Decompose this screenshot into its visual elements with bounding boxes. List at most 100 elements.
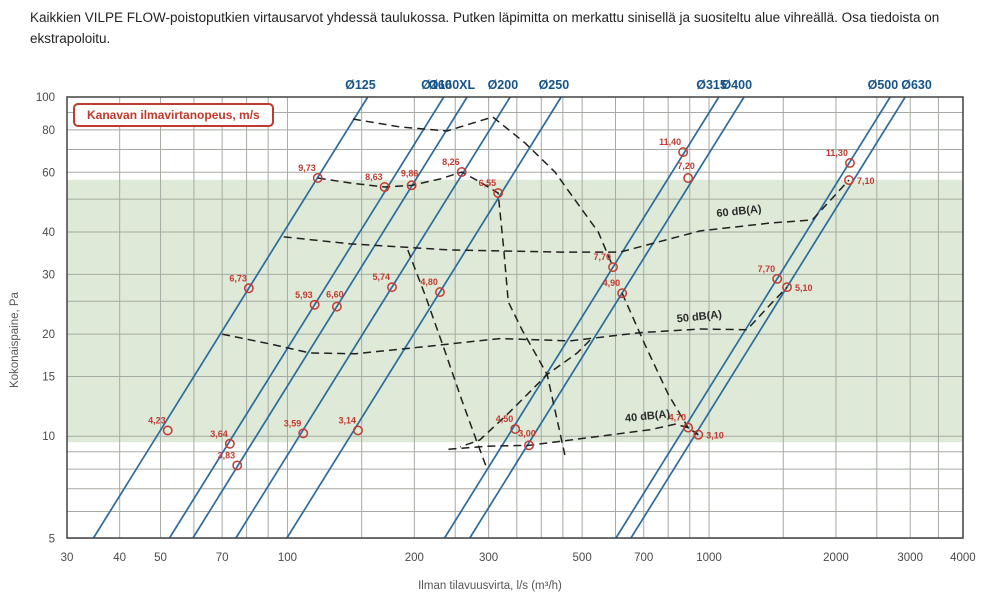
y-tick-label: 80: [42, 125, 55, 137]
x-tick-label: 40: [113, 552, 126, 564]
data-point-label: 3,10: [706, 431, 724, 441]
x-tick-label: 700: [634, 552, 653, 564]
y-tick-label: 30: [42, 269, 55, 281]
pipe-label-Ø400: Ø400: [721, 78, 752, 92]
pipe-label-Ø160XL: Ø160XL: [429, 78, 476, 92]
pipe-line-Ø250: [286, 96, 562, 539]
y-tick-label: 10: [42, 431, 55, 443]
x-tick-label: 2000: [823, 552, 849, 564]
data-point-label: 7,70: [758, 264, 776, 274]
data-point: [298, 428, 309, 439]
data-point: [331, 301, 342, 312]
y-tick-label: 5: [49, 533, 55, 545]
page-title: Kaikkien VILPE FLOW-poistoputkien virtau…: [30, 10, 940, 46]
pipe-label-Ø160: Ø160: [421, 78, 452, 92]
x-tick-label: 50: [154, 552, 167, 564]
data-point-label: 6,60: [326, 290, 344, 300]
x-axis-title: Ilman tilavuusvirta, l/s (m³/h): [418, 580, 562, 592]
fan-curve: [352, 116, 614, 268]
data-point: [243, 283, 254, 294]
pipe-line-Ø630: [630, 96, 906, 539]
data-point: [456, 167, 467, 177]
pipe-line-Ø315: [443, 96, 720, 539]
y-tick-label: 20: [42, 329, 55, 341]
data-point: [617, 288, 628, 299]
data-point: [379, 182, 390, 192]
recommended-range-band: [67, 179, 963, 443]
noise-contour-label: 60 dB(A): [716, 203, 763, 220]
pipe-label-Ø200: Ø200: [488, 78, 519, 92]
data-point-label: 7,20: [677, 161, 695, 171]
data-point-label: 6,55: [479, 178, 497, 188]
data-point: [312, 173, 323, 183]
data-point-label: 3,00: [518, 428, 536, 438]
data-point-label: 8,63: [365, 172, 383, 182]
data-point-label: 6,73: [229, 273, 247, 283]
data-point-label: 4,80: [420, 277, 438, 287]
data-point: [782, 282, 792, 293]
data-point: [683, 422, 694, 433]
y-axis-title: Kokonaispaine, Pa: [9, 292, 21, 388]
pipe-label-Ø315: Ø315: [696, 78, 727, 92]
data-point-label: 3,59: [284, 418, 302, 428]
data-point: [678, 147, 689, 158]
pipe-line-Ø400: [469, 96, 745, 539]
data-point: [387, 282, 397, 293]
data-point-label: 8,26: [442, 157, 460, 167]
pipe-line-Ø200: [235, 96, 511, 539]
x-tick-label: 3000: [897, 552, 923, 564]
pipe-label-Ø250: Ø250: [539, 78, 570, 92]
plot-frame: [66, 96, 964, 539]
y-tick-label: 60: [42, 167, 55, 179]
data-point-label: 5,10: [795, 283, 813, 293]
data-point-label: 5,74: [372, 272, 390, 282]
pipe-line-Ø125: [92, 96, 369, 539]
data-point: [435, 287, 445, 298]
data-point-label: 11,30: [826, 148, 848, 158]
x-tick-label: 500: [573, 552, 592, 564]
data-point: [510, 424, 521, 434]
data-point-label: 3,14: [338, 415, 356, 425]
noise-contour: [221, 286, 788, 355]
pipe-line-Ø160XL: [192, 96, 468, 539]
x-tick-label: 100: [278, 552, 297, 564]
gridlines: [66, 96, 964, 539]
y-tick-label: 40: [42, 227, 55, 239]
data-point: [772, 273, 783, 284]
data-point: [353, 425, 363, 436]
data-point-label: 3,83: [218, 450, 236, 460]
x-tick-label: 300: [479, 552, 498, 564]
data-point-label: 4,90: [603, 278, 621, 288]
noise-contour: [448, 423, 699, 451]
y-tick-label: 100: [36, 92, 55, 104]
x-tick-label: 70: [216, 552, 229, 564]
data-point-label: 9,73: [298, 163, 316, 173]
pipe-label-Ø125: Ø125: [345, 78, 376, 92]
data-point: [843, 175, 854, 186]
data-point: [232, 460, 243, 471]
legend-label: Kanavan ilmavirtanopeus, m/s: [87, 108, 260, 122]
data-point-label: 4,23: [148, 415, 166, 425]
data-point: [683, 173, 694, 183]
fan-curve: [407, 249, 488, 469]
x-tick-label: 4000: [950, 552, 976, 564]
noise-contour-label: 40 dB(A): [624, 408, 671, 425]
data-point-label: 7,10: [857, 176, 875, 186]
data-point: [162, 425, 173, 436]
pipe-label-Ø630: Ø630: [901, 78, 932, 92]
pipe-label-Ø500: Ø500: [868, 78, 899, 92]
velocity-points: 9,73 6,73 4,23 8,63 5,93 3,64 9,86 6,60 3,83 8,26…: [148, 137, 875, 471]
data-point-label: 3,64: [210, 429, 228, 439]
data-point: [693, 429, 704, 440]
data-point: [524, 440, 534, 451]
y-tick-label: 15: [42, 371, 55, 383]
data-point-label: 4,50: [496, 414, 514, 424]
pipe-line-Ø160: [168, 96, 445, 539]
data-point-label: 11,40: [659, 137, 681, 147]
x-tick-label: 1000: [696, 552, 722, 564]
fan-curve: [621, 292, 699, 436]
data-point-label: 5,93: [295, 290, 313, 300]
data-point-label: 9,86: [401, 168, 419, 178]
